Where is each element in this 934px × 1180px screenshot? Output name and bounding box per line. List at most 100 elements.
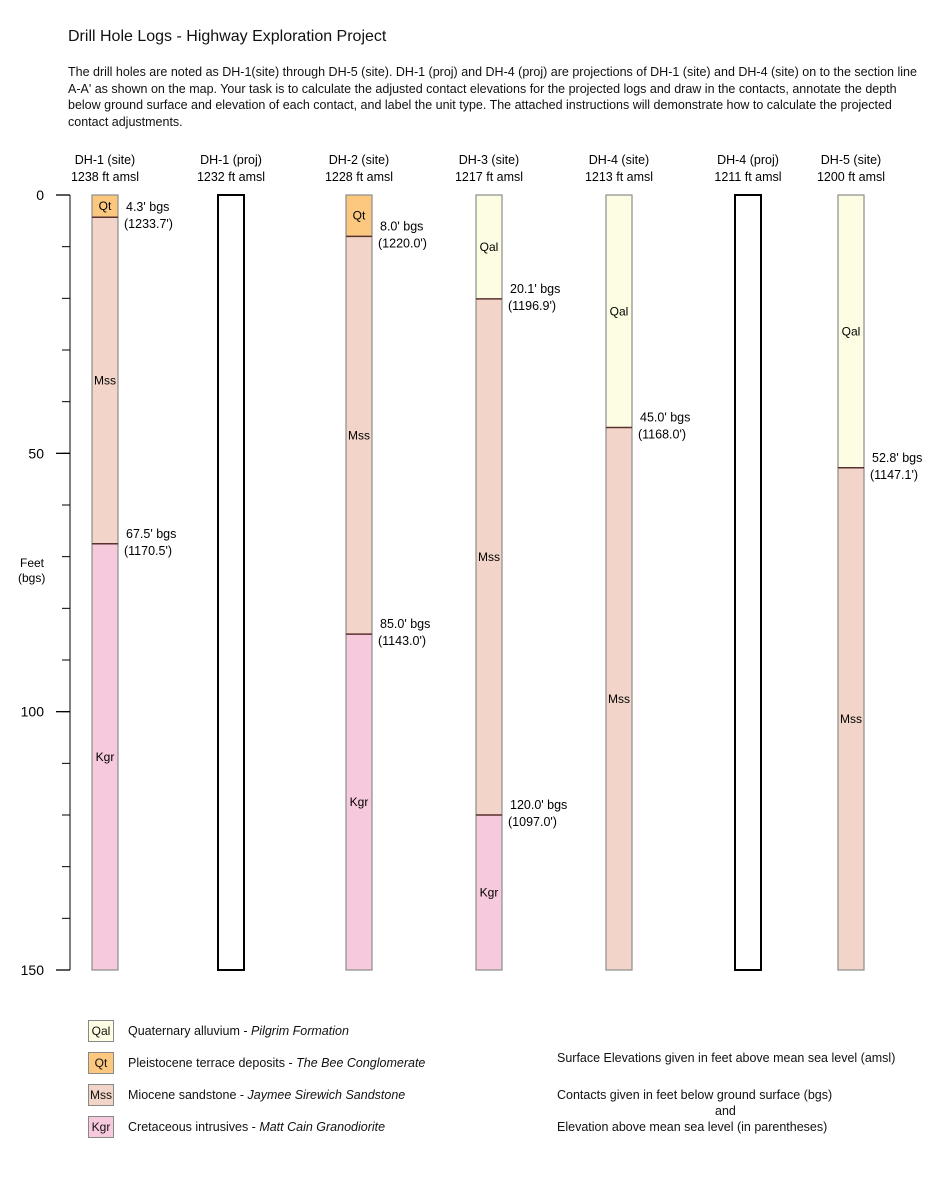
legend-swatch: Qt	[88, 1052, 114, 1074]
legend-swatch: Kgr	[88, 1116, 114, 1138]
layer-label: Qt	[99, 199, 112, 213]
hole-elevation: 1200 ft amsl	[817, 170, 885, 184]
empty-projected-log	[217, 194, 245, 971]
contact-elevation-label: (1097.0')	[508, 815, 557, 829]
instructions-text: The drill holes are noted as DH-1(site) …	[68, 65, 917, 129]
contact-depth-label: 8.0' bgs	[380, 219, 423, 233]
hole-elevation: 1213 ft amsl	[585, 170, 653, 184]
contact-depth-label: 4.3' bgs	[126, 200, 169, 214]
legend-unit-name: Miocene sandstone -	[128, 1088, 248, 1102]
layer-mss	[346, 236, 372, 635]
note-parentheses: Elevation above mean sea level (in paren…	[557, 1120, 828, 1134]
hole-name: DH-2 (site)	[329, 153, 389, 167]
layer-qal	[838, 195, 864, 468]
layer-label: Mss	[348, 428, 370, 442]
layer-label: Qal	[842, 324, 861, 338]
layer-label: Kgr	[96, 750, 115, 764]
axis-label-unit: (bgs)	[18, 571, 45, 585]
drill-hole: DH-4 (proj) 1211 ft amsl	[714, 153, 782, 971]
hole-outline	[605, 194, 633, 971]
note-and: and	[715, 1104, 736, 1118]
layer-mss	[476, 298, 502, 816]
drill-hole-columns: DH-1 (site) 1238 ft amsl Qt Mss Kgr 4.3' bgs (…	[71, 153, 922, 971]
layer-kgr	[476, 815, 502, 970]
drill-hole: DH-1 (site) 1238 ft amsl Qt Mss Kgr 4.3' bgs (…	[71, 153, 176, 971]
hole-name: DH-5 (site)	[821, 153, 881, 167]
axis-tick-label: 0	[36, 187, 44, 203]
note-contacts: Contacts given in feet below ground surf…	[557, 1088, 833, 1102]
hole-elevation: 1232 ft amsl	[197, 170, 265, 184]
hole-outline	[475, 194, 503, 971]
hole-outline	[837, 194, 865, 971]
legend-label: Quaternary alluvium - Pilgrim Formation	[128, 1024, 349, 1038]
hole-elevation: 1228 ft amsl	[325, 170, 393, 184]
drill-hole: DH-3 (site) 1217 ft amsl Qal Mss Kgr 20.1' bg…	[455, 153, 567, 971]
hole-elevation: 1238 ft amsl	[71, 170, 139, 184]
page-title: Drill Hole Logs - Highway Exploration Pr…	[68, 28, 387, 45]
hole-name: DH-4 (proj)	[717, 153, 779, 167]
axis-label: Feet	[20, 556, 45, 570]
layer-label: Mss	[478, 550, 500, 564]
layer-qt	[92, 195, 118, 218]
contact-elevation-label: (1143.0')	[378, 634, 426, 648]
contact-elevation-label: (1233.7')	[124, 217, 173, 231]
empty-projected-log	[734, 194, 762, 971]
legend-unit-name: Pleistocene terrace deposits -	[128, 1056, 297, 1070]
layer-kgr	[92, 543, 118, 970]
axis-tick-label: 50	[28, 445, 44, 461]
contact-depth-label: 20.1' bgs	[510, 282, 560, 296]
contact-elevation-label: (1220.0')	[378, 236, 427, 250]
layer-label: Qal	[480, 240, 499, 254]
legend-label: Cretaceous intrusives - Matt Cain Granod…	[128, 1120, 385, 1134]
axis-tick-label: 150	[21, 962, 45, 978]
layer-label: Qt	[353, 209, 366, 223]
layer-mss	[606, 427, 632, 970]
contact-depth-label: 45.0' bgs	[640, 411, 690, 425]
hole-elevation: 1217 ft amsl	[455, 170, 523, 184]
contact-depth-label: 120.0' bgs	[510, 798, 567, 812]
legend-unit-name: Cretaceous intrusives -	[128, 1120, 260, 1134]
depth-axis: 0 50 100 150 Feet(bgs)	[18, 187, 71, 978]
layer-label: Qal	[610, 304, 629, 318]
layer-kgr	[346, 634, 372, 970]
legend-label: Miocene sandstone - Jaymee Sirewich Sand…	[128, 1088, 405, 1102]
contact-elevation-label: (1196.9')	[508, 299, 556, 313]
note-elevation: Surface Elevations given in feet above m…	[557, 1051, 896, 1065]
notes: Surface Elevations given in feet above m…	[557, 1050, 895, 1135]
drill-hole: DH-1 (proj) 1232 ft amsl	[197, 153, 265, 971]
legend-unit-name: Quaternary alluvium -	[128, 1024, 251, 1038]
axis-tick-label: 100	[21, 704, 45, 720]
layer-label: Mss	[840, 712, 862, 726]
hole-elevation: 1211 ft amsl	[714, 170, 781, 184]
layer-label: Mss	[608, 692, 630, 706]
legend-swatch: Qal	[88, 1020, 114, 1042]
layer-qt	[346, 195, 372, 237]
hole-name: DH-4 (site)	[589, 153, 649, 167]
hole-outline	[91, 194, 119, 971]
contact-depth-label: 52.8' bgs	[872, 451, 922, 465]
hole-name: DH-3 (site)	[459, 153, 519, 167]
layer-label: Kgr	[350, 795, 369, 809]
legend-swatch: Mss	[88, 1084, 114, 1106]
contact-elevation-label: (1170.5')	[124, 544, 172, 558]
drill-hole: DH-4 (site) 1213 ft amsl Qal Mss 45.0' bgs (1…	[585, 153, 690, 971]
hole-outline	[345, 194, 373, 971]
drill-hole: DH-2 (site) 1228 ft amsl Qt Mss Kgr 8.0' bgs (…	[325, 153, 430, 971]
legend-formation-name: Pilgrim Formation	[250, 1024, 349, 1038]
hole-name: DH-1 (site)	[75, 153, 135, 167]
hole-name: DH-1 (proj)	[200, 153, 262, 167]
legend-formation-name: Jaymee Sirewich Sandstone	[247, 1088, 406, 1102]
drill-hole-diagram: 0 50 100 150 Feet(bgs) DH-1 (site) 1238 ft am…	[18, 153, 922, 978]
layer-label: Kgr	[480, 886, 499, 900]
layer-qal	[606, 195, 632, 428]
contact-depth-label: 67.5' bgs	[126, 527, 176, 541]
contact-elevation-label: (1168.0')	[638, 428, 686, 442]
drill-hole: DH-5 (site) 1200 ft amsl Qal Mss 52.8' bgs (1…	[817, 153, 922, 971]
legend-formation-name: The Bee Conglomerate	[296, 1056, 426, 1070]
legend-label: Pleistocene terrace deposits - The Bee C…	[128, 1056, 425, 1070]
layer-mss	[92, 217, 118, 544]
layer-qal	[476, 195, 502, 299]
legend-formation-name: Matt Cain Granodiorite	[259, 1120, 386, 1134]
contact-elevation-label: (1147.1')	[870, 468, 918, 482]
layer-mss	[838, 467, 864, 970]
